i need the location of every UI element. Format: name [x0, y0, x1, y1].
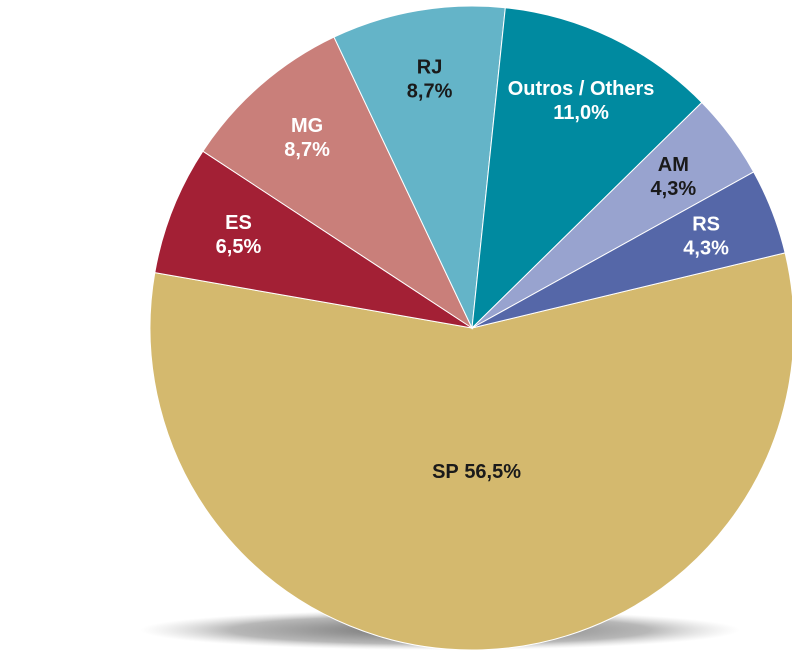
pie-slice	[202, 36, 474, 330]
slice-name: MG	[291, 115, 323, 137]
slice-name: ES	[225, 212, 252, 234]
pie-slice	[154, 150, 473, 329]
slice-name: AM	[658, 154, 689, 176]
slice-value: 4,3%	[683, 237, 729, 259]
slice-value: 8,7%	[284, 139, 330, 161]
slice-name: Outros / Others	[508, 78, 655, 100]
slice-value: 11,0%	[553, 102, 609, 124]
pie-slice	[149, 252, 792, 651]
slice-name: SP	[432, 461, 459, 483]
slice-value: 6,5%	[216, 236, 262, 258]
slice-name: RJ	[417, 57, 443, 79]
slice-name: RS	[692, 213, 720, 235]
pie-slice	[333, 5, 506, 330]
pie-slice	[471, 7, 703, 330]
slice-value: 4,3%	[651, 178, 697, 200]
slice-label: SP 56,5%	[432, 461, 521, 483]
pie-slice	[471, 171, 786, 329]
slice-value: 56,5%	[464, 461, 521, 483]
slice-value: 8,7%	[407, 81, 453, 103]
